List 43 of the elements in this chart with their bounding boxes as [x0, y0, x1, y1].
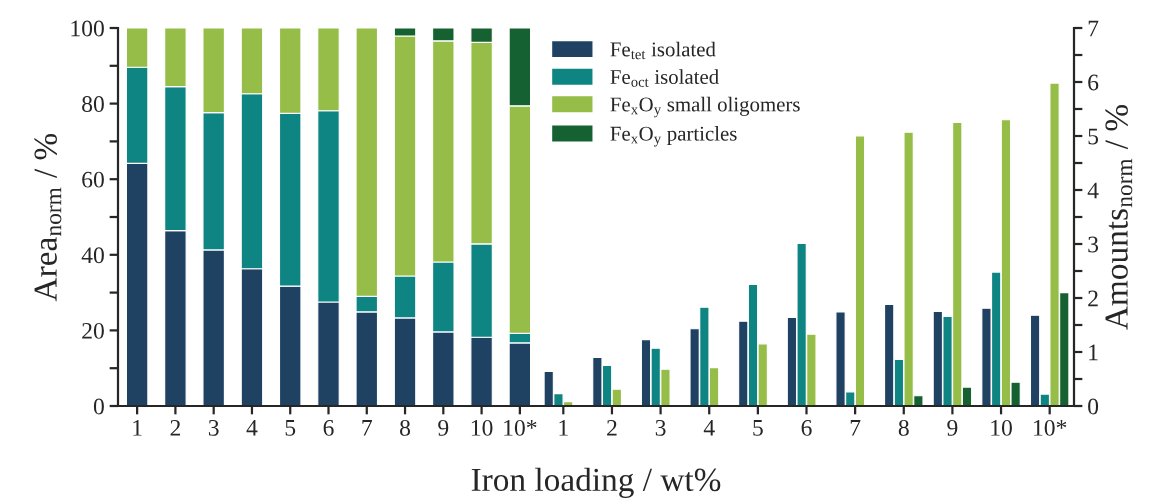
y-tick-label: 0 [93, 398, 104, 415]
legend-label: Fe$_{oct}$ isolated [610, 69, 719, 87]
x-tick-label: 9 [947, 419, 958, 436]
x-tick-label: 10* [1034, 419, 1067, 436]
y-tick-label: 100 [71, 20, 104, 37]
x-tick-label: 10* [504, 419, 537, 436]
y-tick-label: 40 [81, 247, 104, 264]
x-tick-label: 6 [323, 419, 334, 436]
y2-tick-label: 6 [1088, 74, 1099, 91]
y2-tick-label: 0 [1088, 398, 1099, 415]
x-tick-label: 8 [898, 419, 909, 436]
x-tick-label: 2 [170, 419, 181, 436]
y-tick-label: 20 [82, 322, 104, 339]
x-tick-label: 5 [753, 420, 763, 436]
x-tick-label: 7 [850, 420, 861, 436]
y2-tick-label: 1 [1089, 344, 1098, 361]
y-tick-label: 80 [82, 96, 104, 113]
legend-label: Fe$_{x}$O$_{y}$ small oligomers [610, 96, 800, 118]
x-tick-label: 2 [607, 419, 617, 436]
y2-axis-title: Amounts$_{norm}$ / % [1105, 105, 1133, 330]
y-tick-label: 60 [82, 171, 104, 188]
legend-label: Fe$_{x}$O$_{y}$ particles [610, 126, 737, 147]
x-tick-label: 4 [246, 420, 258, 436]
x-tick-label: 6 [801, 419, 812, 436]
x-axis-title: Iron loading / wt% [471, 467, 721, 498]
x-tick-label: 1 [133, 419, 142, 436]
x-tick-label: 3 [208, 419, 219, 436]
x-tick-label: 4 [703, 420, 715, 436]
x-tick-label: 10 [471, 419, 493, 436]
y2-tick-label: 5 [1088, 128, 1099, 145]
x-tick-label: 3 [655, 419, 666, 436]
y2-tick-label: 2 [1088, 290, 1098, 307]
x-tick-label: 7 [362, 420, 372, 436]
legend-label: Fe$_{tet}$ isolated [610, 41, 716, 60]
y-axis-title: Area$_{norm}$ / % [34, 133, 62, 302]
y2-tick-label: 7 [1088, 20, 1099, 37]
y2-tick-label: 4 [1087, 182, 1099, 199]
x-tick-label: 5 [285, 420, 296, 436]
y2-tick-label: 3 [1088, 236, 1099, 253]
x-tick-label: 1 [559, 419, 568, 436]
x-tick-label: 9 [438, 419, 449, 436]
x-tick-label: 8 [400, 419, 411, 436]
x-tick-label: 10 [991, 419, 1012, 436]
